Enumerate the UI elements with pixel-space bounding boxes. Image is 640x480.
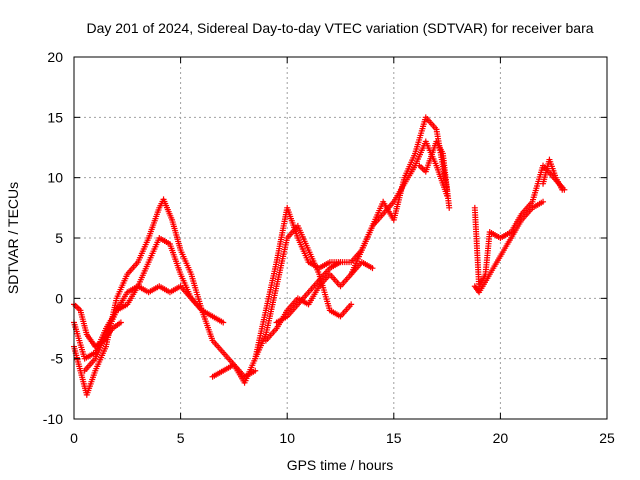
data-point (446, 204, 453, 211)
data-point (220, 319, 227, 326)
x-tick-label: 0 (70, 430, 78, 446)
data-point (117, 319, 124, 326)
y-tick-label: 0 (55, 290, 63, 306)
axis-ticks: 0 5 10 15 20 25 -10 -5 0 5 10 15 20 (43, 49, 615, 446)
y-tick-label: -5 (51, 351, 64, 367)
y-tick-label: -10 (43, 411, 63, 427)
x-tick-label: 15 (386, 430, 402, 446)
data-points (71, 114, 568, 398)
x-tick-label: 10 (279, 430, 295, 446)
x-tick-label: 20 (493, 430, 509, 446)
x-tick-label: 25 (599, 430, 615, 446)
data-point (348, 301, 355, 308)
data-point (198, 307, 205, 314)
grid (74, 57, 607, 419)
y-tick-label: 5 (55, 230, 63, 246)
x-tick-label: 5 (177, 430, 185, 446)
y-tick-label: 20 (47, 49, 63, 65)
data-point (369, 265, 376, 272)
x-axis-label: GPS time / hours (287, 457, 394, 473)
data-point (540, 198, 547, 205)
data-point (559, 186, 566, 193)
data-point (337, 259, 344, 266)
data-point (252, 367, 259, 374)
y-axis-label: SDTVAR / TECUs (5, 182, 21, 294)
chart-title: Day 201 of 2024, Sidereal Day-to-day VTE… (86, 20, 593, 36)
y-tick-label: 10 (47, 170, 63, 186)
y-tick-label: 15 (47, 109, 63, 125)
